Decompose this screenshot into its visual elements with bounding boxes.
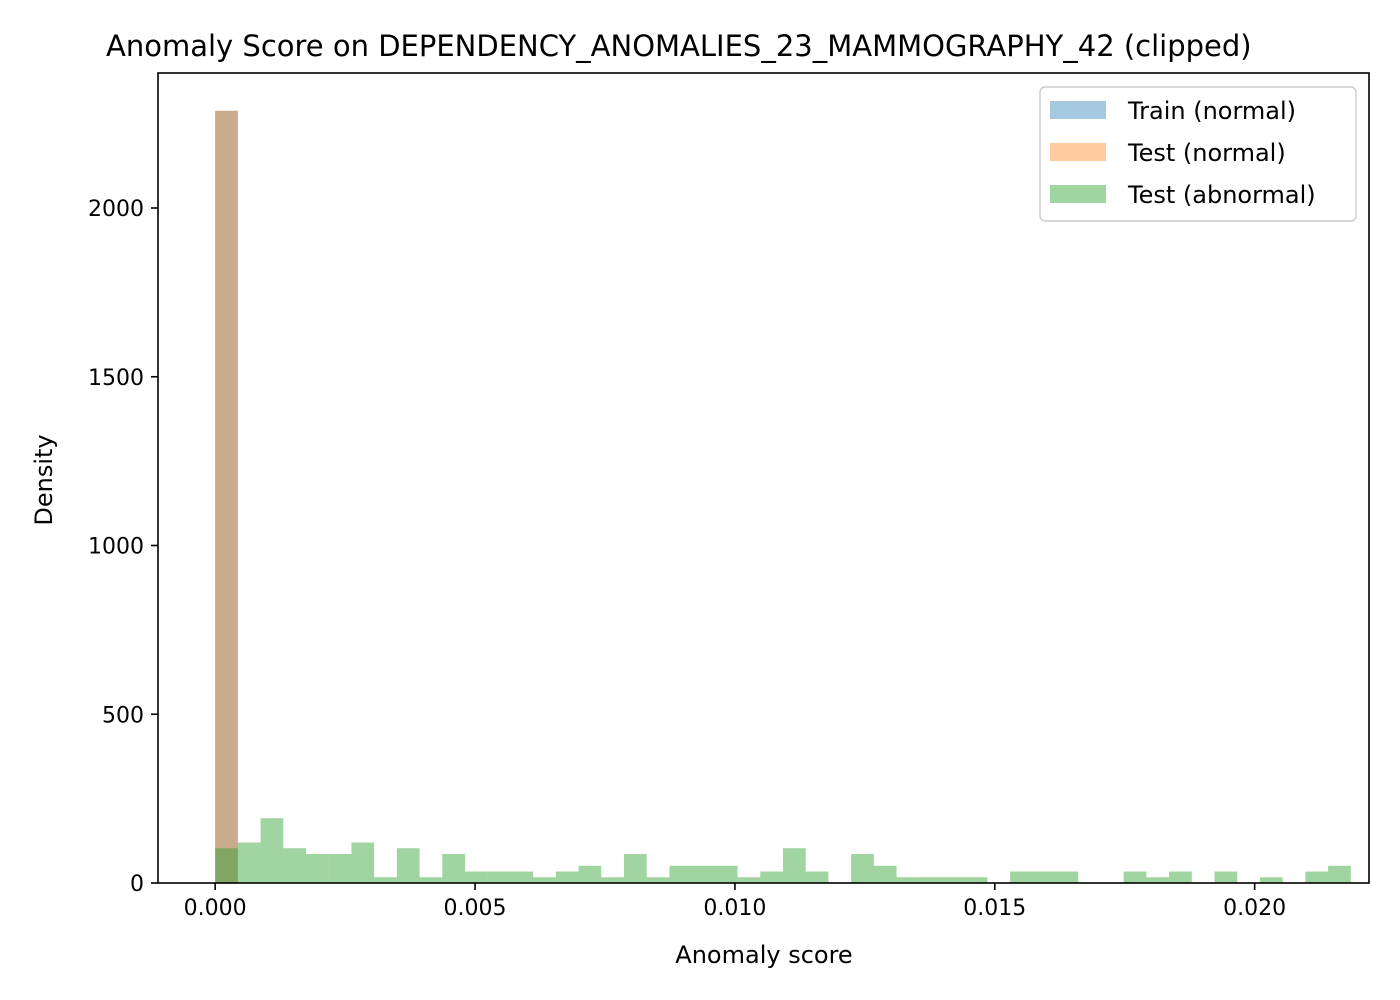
x-tick-label: 0.000 bbox=[184, 896, 247, 921]
bar-series-2-bin-20 bbox=[669, 865, 693, 883]
bar-series-2-bin-13 bbox=[510, 871, 534, 883]
chart-title: Anomaly Score on DEPENDENCY_ANOMALIES_23… bbox=[106, 29, 1252, 63]
bar-series-2-bin-18 bbox=[624, 853, 647, 883]
bar-series-2-bin-21 bbox=[692, 865, 715, 883]
x-tick-label: 0.015 bbox=[963, 896, 1026, 921]
bar-series-2-bin-40 bbox=[1123, 871, 1147, 883]
y-tick-label: 1500 bbox=[88, 366, 144, 391]
bar-series-2-bin-44 bbox=[1214, 871, 1238, 883]
bar-series-2-bin-25 bbox=[782, 848, 806, 883]
x-tick-label: 0.010 bbox=[703, 896, 766, 921]
x-tick-label: 0.020 bbox=[1223, 896, 1286, 921]
bar-series-2-bin-15 bbox=[555, 871, 579, 883]
legend-swatch-1 bbox=[1050, 143, 1106, 161]
bar-series-2-bin-30 bbox=[896, 877, 920, 883]
y-tick-label: 1000 bbox=[88, 535, 144, 560]
x-tick-label: 0.005 bbox=[444, 896, 507, 921]
bar-series-2-bin-8 bbox=[396, 848, 420, 883]
bar-series-1-bin-0 bbox=[215, 110, 238, 884]
y-tick-label: 2000 bbox=[88, 197, 144, 222]
y-tick-label: 500 bbox=[102, 703, 144, 728]
bar-series-2-bin-31 bbox=[919, 877, 942, 883]
bar-series-2-bin-16 bbox=[578, 865, 602, 883]
legend-frame bbox=[1039, 86, 1357, 222]
bar-series-2-bin-36 bbox=[1032, 871, 1056, 883]
bar-series-2-bin-48 bbox=[1305, 871, 1329, 883]
bar-series-2-bin-11 bbox=[465, 871, 488, 883]
x-axis: 0.000 0.005 0.010 0.015 0.020 bbox=[184, 883, 1286, 921]
bar-series-2-bin-9 bbox=[419, 877, 443, 883]
bar-series-2-bin-49 bbox=[1328, 865, 1351, 883]
bar-series-2-bin-2 bbox=[260, 818, 284, 883]
bar-series-2-bin-26 bbox=[805, 871, 829, 883]
bar-series-2-bin-19 bbox=[646, 877, 670, 883]
legend: Train (normal) Test (normal) Test (abnorma… bbox=[1039, 86, 1357, 222]
bar-series-2-bin-42 bbox=[1169, 871, 1192, 883]
bar-series-2-bin-17 bbox=[601, 877, 624, 883]
x-axis-label: Anomaly score bbox=[675, 941, 852, 969]
bar-series-2-bin-46 bbox=[1259, 877, 1283, 883]
bar-series-2-bin-28 bbox=[851, 853, 874, 883]
plot-frame bbox=[157, 72, 1370, 884]
bar-series-2-bin-23 bbox=[737, 877, 761, 883]
bar-series-2-bin-4 bbox=[306, 853, 329, 883]
bar-series-2-bin-29 bbox=[873, 865, 897, 883]
legend-swatch-0 bbox=[1050, 101, 1106, 119]
histogram-bars bbox=[215, 110, 1351, 884]
bar-series-2-bin-10 bbox=[442, 853, 466, 883]
y-axis: 0 500 1000 1500 2000 bbox=[88, 197, 158, 897]
bar-series-2-bin-0 bbox=[215, 848, 238, 883]
y-tick-label: 0 bbox=[130, 872, 144, 897]
legend-swatch-2 bbox=[1050, 185, 1106, 203]
legend-label-0: Train (normal) bbox=[1127, 97, 1296, 125]
legend-label-2: Test (abnormal) bbox=[1127, 181, 1316, 209]
bar-series-2-bin-14 bbox=[533, 877, 556, 883]
y-axis-label: Density bbox=[30, 434, 58, 525]
bar-series-2-bin-41 bbox=[1146, 877, 1170, 883]
bar-series-2-bin-5 bbox=[328, 853, 352, 883]
bar-series-2-bin-22 bbox=[714, 865, 738, 883]
bar-series-0-bin-0 bbox=[215, 110, 238, 884]
bar-series-2-bin-12 bbox=[487, 871, 511, 883]
bar-series-2-bin-6 bbox=[351, 842, 375, 883]
bar-series-2-bin-37 bbox=[1055, 871, 1079, 883]
bar-series-2-bin-1 bbox=[237, 842, 261, 883]
legend-label-1: Test (normal) bbox=[1127, 139, 1286, 167]
bar-series-2-bin-3 bbox=[283, 848, 307, 883]
bar-series-2-bin-33 bbox=[964, 877, 988, 883]
bar-series-2-bin-24 bbox=[760, 871, 783, 883]
bar-series-2-bin-7 bbox=[374, 877, 397, 883]
bar-series-2-bin-32 bbox=[941, 877, 965, 883]
bar-series-2-bin-35 bbox=[1010, 871, 1033, 883]
